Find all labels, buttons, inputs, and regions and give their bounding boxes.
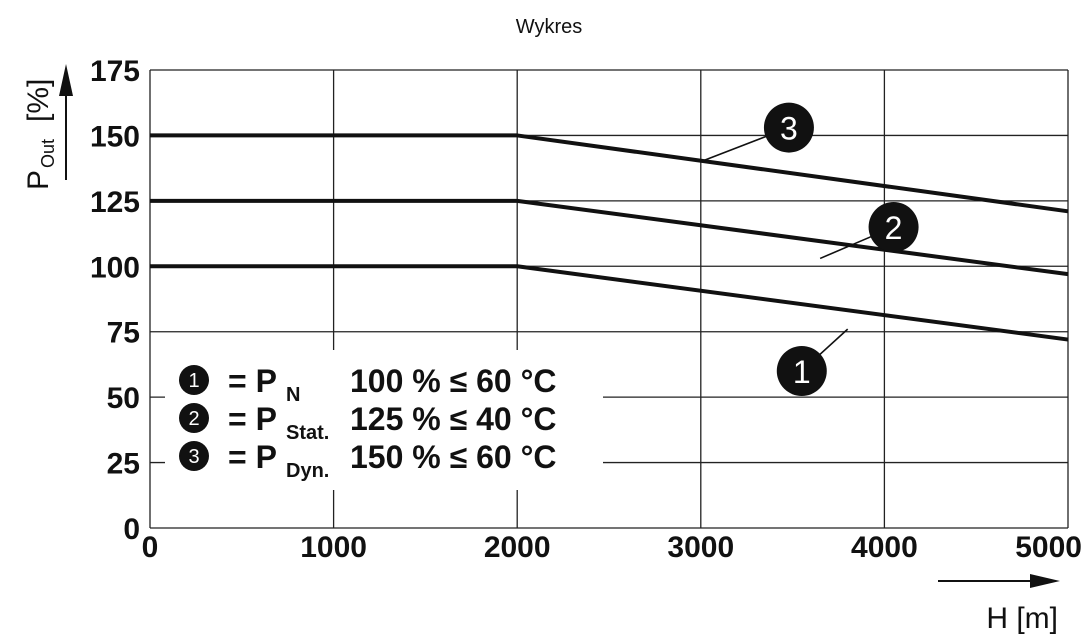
series-line-3 <box>150 133 1069 214</box>
legend-badge-3 <box>179 441 209 471</box>
legend-badge-num: 2 <box>188 408 199 430</box>
marker-circle-2 <box>868 202 919 253</box>
y-tick-label: 125 <box>90 186 140 219</box>
series-lines <box>150 133 1069 342</box>
y-axis-arrowhead <box>59 64 73 96</box>
x-axis-label: H [m] <box>986 602 1058 635</box>
x-tick-label: 5000 <box>1015 531 1082 564</box>
y-axis-label-sub: Out <box>38 139 58 168</box>
tick-labels: 0 1000 2000 3000 4000 5000 0 25 50 75 100 125 150 175 <box>90 55 1082 564</box>
series-line-2 <box>150 198 1069 277</box>
legend-sub: Stat. <box>286 422 329 444</box>
legend-badge-2 <box>179 403 209 433</box>
legend-badge-num: 1 <box>188 370 199 392</box>
y-tick-label: 100 <box>90 251 140 284</box>
y-tick-label: 0 <box>123 513 140 546</box>
chart-title: Wykres <box>516 16 582 38</box>
y-tick-label: 150 <box>90 120 140 153</box>
marker-circle-3 <box>763 102 814 153</box>
y-tick-label: 75 <box>107 317 140 350</box>
legend-badge-num: 3 <box>188 446 199 468</box>
series-markers: 1 2 3 <box>700 102 919 396</box>
series-line-1 <box>150 264 1069 342</box>
y-axis-label-main: P <box>22 170 55 190</box>
legend-badge-1 <box>179 365 209 395</box>
legend-eq: = P <box>228 401 277 437</box>
legend-eq: = P <box>228 363 277 399</box>
marker-label-2: 2 <box>885 210 903 246</box>
legend-sub: Dyn. <box>286 460 329 482</box>
x-tick-label: 3000 <box>667 531 734 564</box>
legend-text: 125 % ≤ 40 °C <box>350 401 556 437</box>
x-tick-label: 4000 <box>851 531 918 564</box>
legend-sub: N <box>286 384 300 406</box>
legend-box <box>165 350 603 490</box>
y-axis-label-unit: [%] <box>22 79 55 122</box>
legend: 1 = P N 100 % ≤ 60 °C 2 = P Stat. 125 % ≤ 40 °C… <box>165 350 603 490</box>
legend-text: 100 % ≤ 60 °C <box>350 363 556 399</box>
x-axis-arrowhead <box>1030 574 1060 588</box>
y-tick-label: 175 <box>90 55 140 88</box>
x-tick-label: 1000 <box>300 531 367 564</box>
marker-circle-1 <box>776 345 827 396</box>
y-tick-label: 50 <box>107 382 140 415</box>
x-tick-label: 0 <box>142 531 159 564</box>
marker-label-3: 3 <box>780 111 798 147</box>
legend-eq: = P <box>228 439 277 475</box>
legend-text: 150 % ≤ 60 °C <box>350 439 556 475</box>
marker-label-1: 1 <box>793 354 811 390</box>
x-tick-label: 2000 <box>484 531 551 564</box>
y-tick-label: 25 <box>107 448 140 481</box>
